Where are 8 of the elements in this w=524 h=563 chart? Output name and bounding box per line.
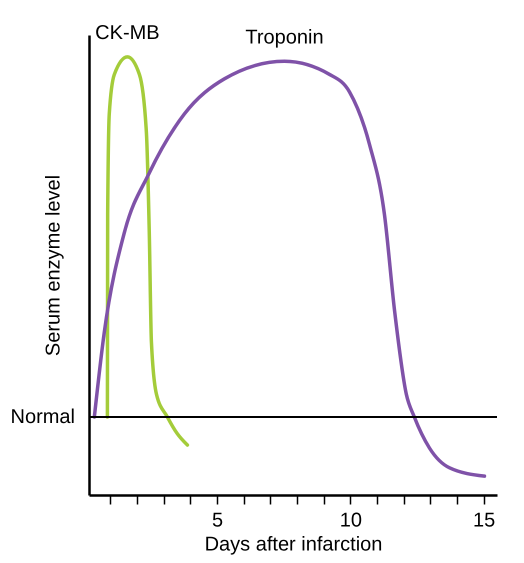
ref-line-label: Normal bbox=[10, 406, 75, 428]
y-axis-title: Serum enzyme level bbox=[42, 174, 64, 356]
x-tick-label: 5 bbox=[212, 510, 224, 532]
x-tick-label: 10 bbox=[340, 510, 362, 532]
series-label: CK-MB bbox=[95, 22, 160, 44]
series-label: Troponin bbox=[245, 26, 324, 48]
x-tick-label: 15 bbox=[473, 510, 496, 532]
x-axis-title: Days after infarction bbox=[204, 534, 382, 556]
